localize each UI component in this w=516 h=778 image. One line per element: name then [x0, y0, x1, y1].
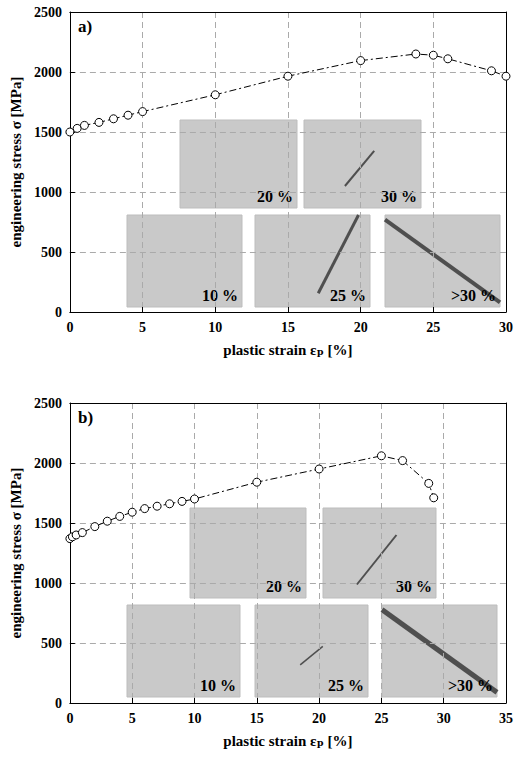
svg-text:500: 500: [41, 636, 62, 651]
svg-text:10 %: 10 %: [202, 287, 238, 304]
svg-text:2000: 2000: [34, 65, 62, 80]
svg-text:plastic strain εₚ [%]: plastic strain εₚ [%]: [223, 733, 352, 749]
svg-text:engineering stress σ [MPa]: engineering stress σ [MPa]: [8, 468, 24, 639]
svg-text:35: 35: [499, 711, 513, 726]
svg-text:15: 15: [281, 320, 295, 335]
svg-text:2500: 2500: [34, 5, 62, 20]
svg-text:0: 0: [66, 320, 73, 335]
svg-text:1000: 1000: [34, 576, 62, 591]
svg-text:25 %: 25 %: [328, 677, 364, 694]
svg-text:2000: 2000: [34, 456, 62, 471]
svg-text:engineering stress σ [MPa]: engineering stress σ [MPa]: [8, 77, 24, 248]
svg-text:>30 %: >30 %: [448, 677, 493, 694]
svg-text:15: 15: [250, 711, 264, 726]
svg-text:a): a): [78, 17, 92, 36]
svg-text:30: 30: [437, 711, 451, 726]
svg-text:0: 0: [55, 696, 62, 711]
svg-text:1500: 1500: [34, 516, 62, 531]
svg-text:25: 25: [426, 320, 440, 335]
svg-text:10: 10: [208, 320, 222, 335]
svg-text:1500: 1500: [34, 125, 62, 140]
svg-text:b): b): [78, 408, 93, 427]
svg-text:20 %: 20 %: [266, 578, 302, 595]
svg-text:30 %: 30 %: [381, 188, 417, 205]
svg-text:>30 %: >30 %: [451, 287, 496, 304]
svg-text:25 %: 25 %: [330, 286, 366, 304]
svg-text:20 %: 20 %: [257, 188, 293, 205]
svg-text:0: 0: [55, 305, 62, 320]
svg-text:25: 25: [374, 711, 388, 726]
svg-text:0: 0: [66, 711, 73, 726]
svg-text:30: 30: [499, 320, 513, 335]
svg-text:10: 10: [188, 711, 202, 726]
svg-text:500: 500: [41, 245, 62, 260]
svg-text:1000: 1000: [34, 185, 62, 200]
svg-text:20: 20: [312, 711, 326, 726]
svg-text:2500: 2500: [34, 396, 62, 411]
svg-text:5: 5: [129, 711, 136, 726]
svg-text:30 %: 30 %: [396, 578, 432, 595]
svg-text:10 %: 10 %: [200, 677, 236, 694]
svg-text:20: 20: [354, 320, 368, 335]
svg-text:plastic strain εₚ [%]: plastic strain εₚ [%]: [223, 342, 352, 358]
svg-text:5: 5: [139, 320, 146, 335]
